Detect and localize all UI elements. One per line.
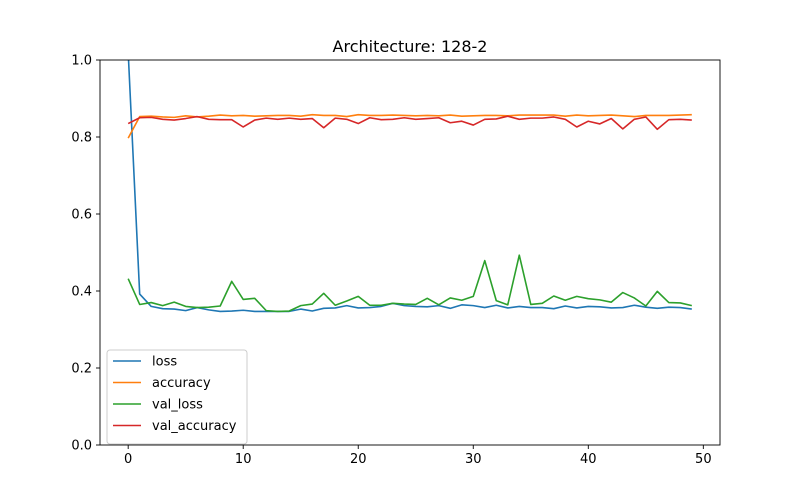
legend-label-loss: loss <box>152 355 177 370</box>
x-tick-label: 30 <box>465 452 482 467</box>
y-tick-label: 0.8 <box>71 131 92 146</box>
axes-frame <box>99 59 721 446</box>
legend-label-accuracy: accuracy <box>152 376 211 391</box>
series-line-loss <box>127 60 692 313</box>
legend-label-val-loss: val_loss <box>152 398 203 413</box>
x-tick-label: 10 <box>235 452 252 467</box>
series-line-accuracy <box>127 113 692 139</box>
series-line-val-accuracy <box>127 115 692 131</box>
y-tick-label: 0.4 <box>71 285 92 300</box>
x-tick-label: 40 <box>580 452 597 467</box>
y-axis: 0.0 0.2 0.4 0.6 0.8 1.0 <box>71 54 100 454</box>
x-axis: 0 10 20 30 40 50 <box>124 445 712 467</box>
y-tick-label: 0.2 <box>71 362 92 377</box>
y-tick-label: 1.0 <box>71 54 92 69</box>
y-tick-label: 0.6 <box>71 208 92 223</box>
x-tick-label: 20 <box>350 452 367 467</box>
series-line-val-loss <box>127 254 693 313</box>
y-tick-label: 0.0 <box>71 439 92 454</box>
chart-title: Architecture: 128-2 <box>333 37 488 56</box>
legend: loss accuracy val_loss val_accuracy <box>106 349 248 445</box>
legend-label-val-accuracy: val_accuracy <box>152 419 237 434</box>
x-tick-label: 50 <box>695 452 712 467</box>
plot-area <box>99 59 721 446</box>
legend-box <box>106 349 248 445</box>
x-tick-label: 0 <box>124 452 132 467</box>
